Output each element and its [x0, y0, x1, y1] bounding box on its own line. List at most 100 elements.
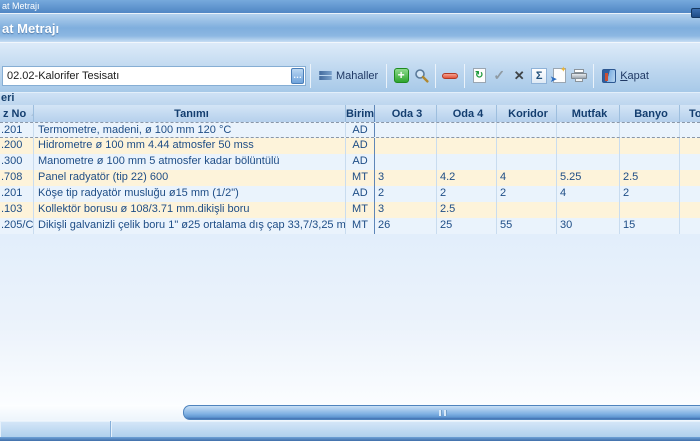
cell-oda3[interactable]: 26 [375, 218, 437, 234]
cell-pozno: .201 [0, 123, 34, 137]
cell-pozno: .708 [0, 170, 34, 186]
cell-mutfak[interactable] [557, 202, 620, 218]
cell-toplam [680, 170, 700, 186]
window-control-button[interactable] [691, 8, 700, 18]
cancel-button[interactable]: ✕ [509, 66, 529, 86]
combo-dropdown-button[interactable]: … [291, 67, 304, 84]
cell-banyo[interactable] [620, 123, 680, 137]
table-row[interactable]: .201 Termometre, madeni, ø 100 mm 120 °C… [0, 122, 700, 138]
cell-oda3[interactable]: 2 [375, 186, 437, 202]
mahaller-button[interactable]: Mahaller [315, 68, 382, 84]
cell-banyo[interactable]: 2.5 [620, 170, 680, 186]
cell-mutfak[interactable]: 5.25 [557, 170, 620, 186]
horizontal-scrollbar[interactable] [0, 405, 700, 420]
column-header-koridor[interactable]: Koridor [497, 105, 557, 122]
cell-birim: AD [346, 138, 375, 154]
column-header-oda3[interactable]: Oda 3 [375, 105, 437, 122]
group-label: eri [0, 92, 700, 105]
cell-mutfak[interactable] [557, 154, 620, 170]
grid-empty-area [0, 234, 700, 405]
cell-koridor[interactable]: 55 [497, 218, 557, 234]
table-row[interactable]: .103 Kollektör borusu ø 108/3.71 mm.diki… [0, 202, 700, 218]
status-bar-panel-left [0, 421, 111, 437]
cell-oda3[interactable] [375, 154, 437, 170]
cell-oda4[interactable]: 2 [437, 186, 497, 202]
print-button[interactable] [569, 66, 589, 86]
window-titlebar: at Metrajı [0, 0, 700, 14]
cell-mutfak[interactable] [557, 123, 620, 137]
toolbar-separator [310, 63, 311, 88]
search-button[interactable] [411, 66, 431, 86]
toolbar: 02.02-Kalorifer Tesisatı … Mahaller + ↻ [0, 43, 700, 92]
cell-oda3[interactable]: 3 [375, 202, 437, 218]
cell-toplam [680, 154, 700, 170]
cell-oda4[interactable] [437, 154, 497, 170]
cell-banyo[interactable]: 15 [620, 218, 680, 234]
cell-banyo[interactable] [620, 138, 680, 154]
mahaller-button-label: Mahaller [336, 69, 379, 82]
cell-birim: AD [346, 123, 375, 137]
cell-koridor[interactable] [497, 138, 557, 154]
cell-banyo[interactable] [620, 154, 680, 170]
kapat-button[interactable]: Kapat [598, 67, 653, 85]
cell-oda3[interactable] [375, 123, 437, 137]
printer-icon [571, 69, 588, 82]
column-header-tanimi[interactable]: Tanımı [34, 105, 346, 122]
sum-button[interactable]: Σ [529, 66, 549, 86]
cell-banyo[interactable] [620, 202, 680, 218]
table-row[interactable]: .200 Hidrometre ø 100 mm 4.44 atmosfer 5… [0, 138, 700, 154]
column-header-toplam[interactable]: To [689, 107, 700, 120]
ellipsis-icon: … [293, 69, 302, 80]
toolbar-separator [435, 63, 437, 88]
confirm-button[interactable]: ✓ [489, 66, 509, 86]
scrollbar-grip-icon [443, 409, 446, 416]
cell-mutfak[interactable] [557, 138, 620, 154]
export-icon: ➤ ✦ [549, 65, 567, 84]
cell-oda4[interactable]: 25 [437, 218, 497, 234]
column-header-banyo[interactable]: Banyo [620, 105, 680, 122]
cell-oda4[interactable] [437, 138, 497, 154]
cell-oda4[interactable] [437, 123, 497, 137]
sort-asc-icon [31, 111, 33, 116]
cell-oda3[interactable] [375, 138, 437, 154]
column-header-oda4[interactable]: Oda 4 [437, 105, 497, 122]
table-row[interactable]: .205/C Dikişli galvanizli çelik boru 1" … [0, 218, 700, 234]
cell-mutfak[interactable]: 4 [557, 186, 620, 202]
cell-oda4[interactable]: 2.5 [437, 202, 497, 218]
cell-pozno: .103 [0, 202, 34, 218]
cell-oda3[interactable]: 3 [375, 170, 437, 186]
cell-birim: AD [346, 154, 375, 170]
cell-koridor[interactable]: 4 [497, 170, 557, 186]
column-header-mutfak[interactable]: Mutfak [557, 105, 620, 122]
form-title: at Metrajı [2, 20, 60, 36]
refresh-button[interactable]: ↻ [469, 66, 489, 86]
delete-row-button[interactable] [440, 66, 460, 86]
scrollbar-grip-icon [438, 409, 441, 416]
column-header-birim[interactable]: Birim [346, 105, 375, 122]
cell-pozno: .200 [0, 138, 34, 154]
list-icon [319, 70, 332, 82]
refresh-icon: ↻ [472, 68, 486, 83]
horizontal-scrollbar-thumb[interactable] [183, 405, 700, 420]
cell-oda4[interactable]: 4.2 [437, 170, 497, 186]
cell-koridor[interactable]: 2 [497, 186, 557, 202]
cell-koridor[interactable] [497, 154, 557, 170]
column-header-pozno[interactable]: z No [0, 105, 34, 122]
table-row[interactable]: .201 Köşe tip radyatör musluğu ø15 mm (1… [0, 186, 700, 202]
table-header-row: z No Tanımı Birim Oda 3 Oda 4 Koridor Mu… [0, 105, 700, 122]
window-bottom-border [0, 437, 700, 441]
export-button[interactable]: ➤ ✦ [549, 66, 569, 86]
cell-toplam [680, 202, 700, 218]
cell-koridor[interactable] [497, 202, 557, 218]
close-door-icon [602, 68, 617, 83]
window-title: at Metrajı [2, 1, 40, 11]
sigma-icon: Σ [531, 67, 548, 84]
table-row[interactable]: .300 Manometre ø 100 mm 5 atmosfer kadar… [0, 154, 700, 170]
tesisat-combobox[interactable]: 02.02-Kalorifer Tesisatı … [2, 65, 306, 86]
toolbar-separator [593, 63, 595, 88]
table-row[interactable]: .708 Panel radyatör (tip 22) 600 MT 3 4.… [0, 170, 700, 186]
add-row-button[interactable]: + [391, 66, 411, 86]
cell-koridor[interactable] [497, 123, 557, 137]
cell-mutfak[interactable]: 30 [557, 218, 620, 234]
cell-banyo[interactable]: 2 [620, 186, 680, 202]
